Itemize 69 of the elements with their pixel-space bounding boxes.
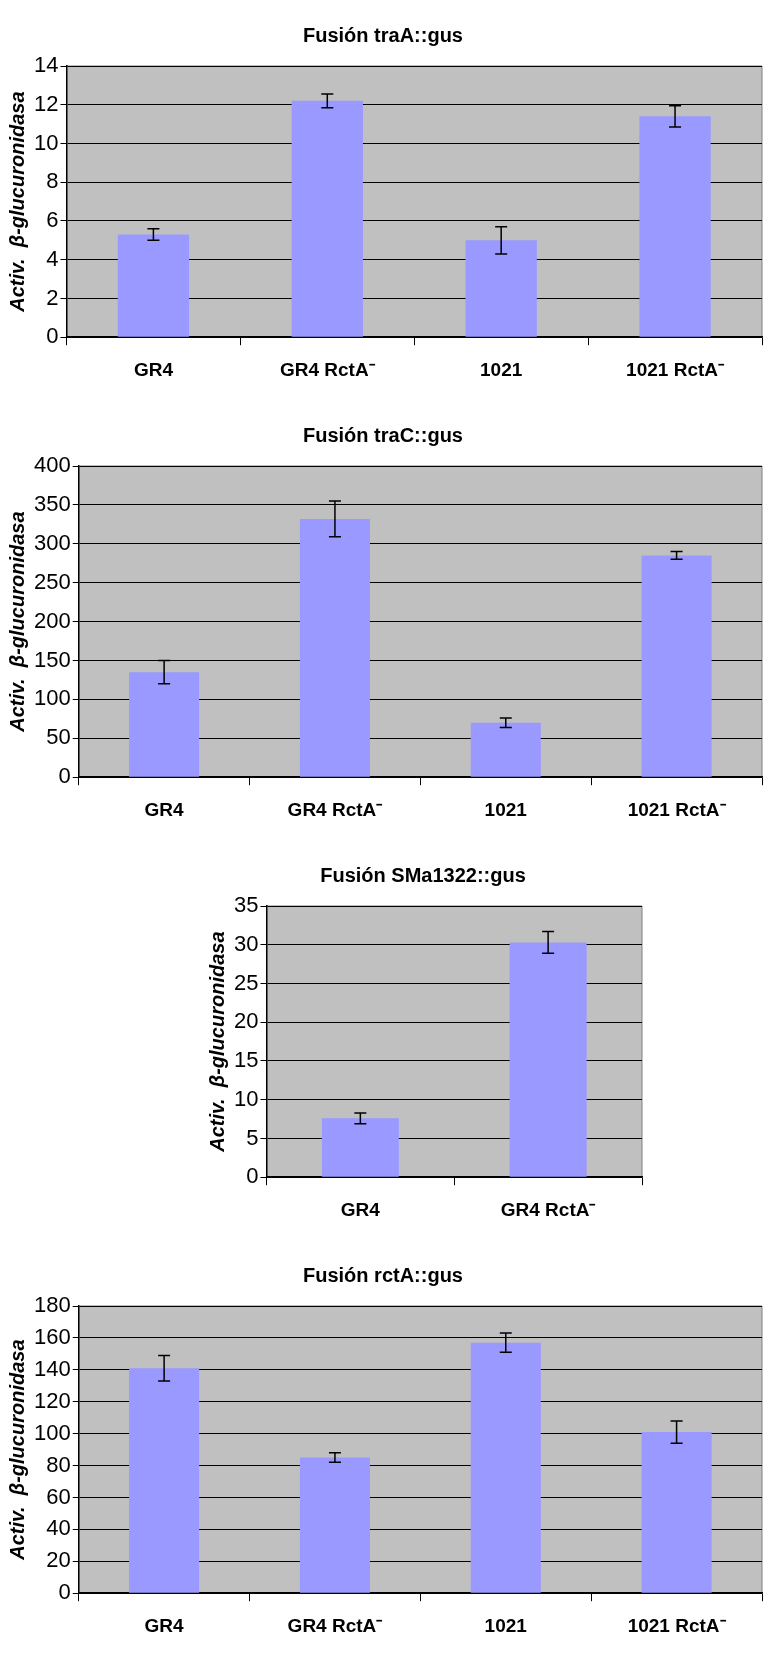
x-tick-label: GR4 xyxy=(144,1614,185,1636)
y-tick-label: 14 xyxy=(33,52,59,78)
bar xyxy=(470,722,541,777)
x-tick-label: GR4 xyxy=(133,358,174,380)
y-tick-label: 0 xyxy=(46,323,59,349)
y-tick-label: 0 xyxy=(246,1163,259,1189)
x-tick-label: 1021 xyxy=(484,798,528,820)
bar xyxy=(129,1368,200,1593)
x-tick-label: 1021 xyxy=(484,1614,528,1636)
bar xyxy=(129,672,200,777)
bar xyxy=(465,240,537,337)
y-tick-label: 350 xyxy=(33,490,71,516)
y-axis-title: Activ. β-glucuronidasa xyxy=(5,511,28,733)
y-tick-label: 4 xyxy=(46,245,59,271)
x-tick-label: GR4 RctA⁻ xyxy=(279,358,376,380)
x-tick-label: 1021 RctA⁻ xyxy=(627,798,727,820)
y-tick-label: 15 xyxy=(233,1047,259,1073)
bar xyxy=(639,116,711,337)
y-tick-label: 12 xyxy=(33,90,59,116)
bar xyxy=(470,1342,541,1593)
x-tick-label: GR4 xyxy=(340,1198,381,1220)
x-tick-label: 1021 RctA⁻ xyxy=(627,1614,727,1636)
chart-title: Fusión SMa1322::gus xyxy=(320,863,526,886)
y-tick-label: 0 xyxy=(58,763,71,789)
x-tick-label: GR4 RctA⁻ xyxy=(500,1198,597,1220)
bar xyxy=(291,100,363,337)
x-tick-label: 1021 RctA⁻ xyxy=(626,358,725,380)
y-tick-label: 20 xyxy=(46,1547,71,1573)
x-tick-label: GR4 RctA⁻ xyxy=(287,798,384,820)
y-tick-label: 160 xyxy=(33,1323,71,1349)
y-tick-label: 10 xyxy=(233,1085,259,1111)
bar xyxy=(299,1457,370,1593)
y-tick-label: 0 xyxy=(58,1579,71,1605)
y-tick-label: 8 xyxy=(46,168,59,194)
y-tick-label: 400 xyxy=(33,452,71,478)
y-tick-label: 140 xyxy=(33,1355,71,1381)
y-tick-label: 20 xyxy=(233,1008,259,1034)
bar xyxy=(641,555,712,777)
bar xyxy=(117,234,190,337)
y-tick-label: 100 xyxy=(33,1419,71,1445)
x-tick-label: GR4 xyxy=(144,798,185,820)
chart-title: Fusión traA::gus xyxy=(303,23,463,46)
y-axis-title: Activ. β-glucuronidasa xyxy=(5,1339,28,1561)
y-tick-label: 300 xyxy=(33,529,71,555)
bar xyxy=(299,518,370,777)
y-axis-title: Activ. β-glucuronidasa xyxy=(5,91,28,313)
y-axis-title: Activ. β-glucuronidasa xyxy=(205,931,228,1153)
y-tick-label: 180 xyxy=(33,1292,71,1318)
y-tick-label: 200 xyxy=(33,607,71,633)
y-tick-label: 250 xyxy=(33,568,71,594)
x-tick-label: GR4 RctA⁻ xyxy=(287,1614,384,1636)
y-tick-label: 120 xyxy=(33,1387,71,1413)
y-tick-label: 6 xyxy=(46,207,59,233)
y-tick-label: 150 xyxy=(33,646,71,672)
y-tick-label: 10 xyxy=(33,129,59,155)
y-tick-label: 40 xyxy=(46,1515,71,1541)
y-tick-label: 35 xyxy=(233,892,259,918)
y-tick-label: 60 xyxy=(46,1483,71,1509)
y-tick-label: 5 xyxy=(246,1124,259,1150)
y-tick-label: 50 xyxy=(46,724,71,750)
bar xyxy=(641,1432,712,1593)
chart-title: Fusión rctA::gus xyxy=(303,1263,463,1286)
y-tick-label: 25 xyxy=(233,969,259,995)
y-tick-label: 100 xyxy=(33,685,71,711)
chart-title: Fusión traC::gus xyxy=(303,423,463,446)
x-tick-label: 1021 xyxy=(480,358,523,380)
y-tick-label: 80 xyxy=(46,1451,71,1477)
y-tick-label: 2 xyxy=(46,284,59,310)
y-tick-label: 30 xyxy=(233,930,259,956)
